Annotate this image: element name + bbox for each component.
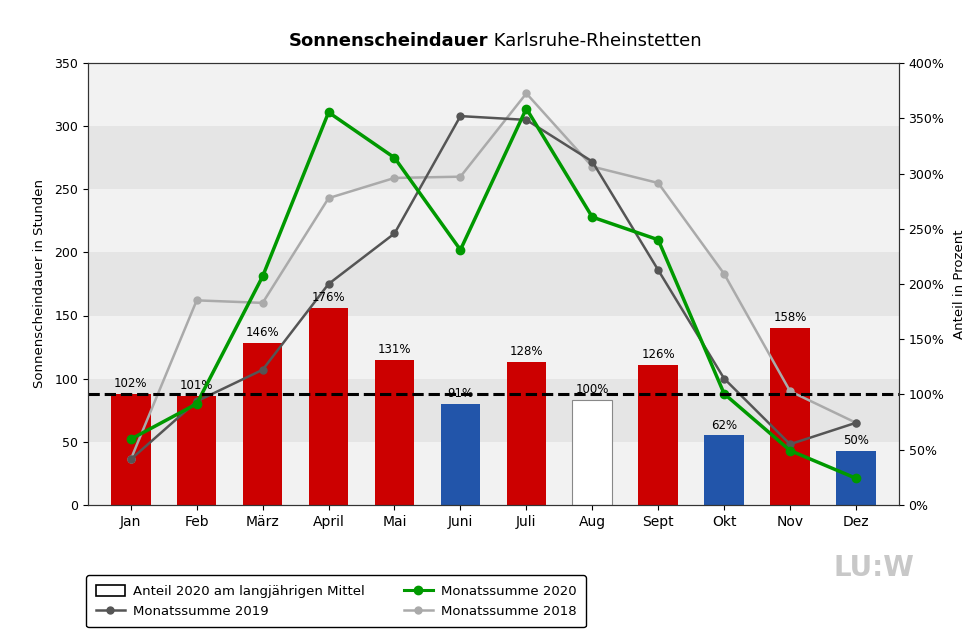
Text: Sonnenscheindauer: Sonnenscheindauer	[289, 32, 488, 50]
Text: 62%: 62%	[711, 418, 738, 432]
Text: 102%: 102%	[114, 377, 148, 390]
Legend: Anteil 2020 am langjährigen Mittel, Monatssumme 2019, Monatssumme 2020, Monatssu: Anteil 2020 am langjährigen Mittel, Mona…	[86, 575, 586, 627]
Text: 126%: 126%	[641, 348, 675, 361]
Bar	[88, 316, 899, 379]
Bar	[441, 404, 481, 505]
Text: 101%: 101%	[180, 379, 213, 392]
Bar	[88, 252, 899, 316]
Bar	[177, 396, 217, 505]
Bar	[88, 379, 899, 442]
Text: 158%: 158%	[774, 311, 807, 324]
Bar	[88, 63, 899, 126]
Bar	[88, 189, 899, 252]
Bar	[638, 365, 678, 505]
Bar	[506, 362, 546, 505]
Bar	[704, 435, 743, 505]
Text: 50%: 50%	[843, 433, 869, 447]
Bar	[309, 308, 349, 505]
Text: 176%: 176%	[312, 291, 346, 304]
Y-axis label: Anteil in Prozent: Anteil in Prozent	[953, 229, 966, 339]
Bar	[836, 451, 875, 505]
Text: 128%: 128%	[510, 345, 543, 358]
Text: 100%: 100%	[575, 383, 609, 396]
Bar	[88, 126, 899, 189]
Text: 91%: 91%	[447, 387, 474, 400]
Y-axis label: Sonnenscheindauer in Stunden: Sonnenscheindauer in Stunden	[33, 179, 46, 389]
Bar	[243, 343, 282, 505]
Bar	[111, 394, 150, 505]
Text: LU:W: LU:W	[834, 554, 914, 582]
Text: Karlsruhe-Rheinstetten: Karlsruhe-Rheinstetten	[488, 32, 702, 50]
Bar	[375, 360, 414, 505]
Text: 131%: 131%	[378, 343, 411, 356]
Bar	[573, 400, 612, 505]
Bar	[88, 442, 899, 505]
Bar	[770, 328, 810, 505]
Text: 146%: 146%	[246, 326, 279, 339]
